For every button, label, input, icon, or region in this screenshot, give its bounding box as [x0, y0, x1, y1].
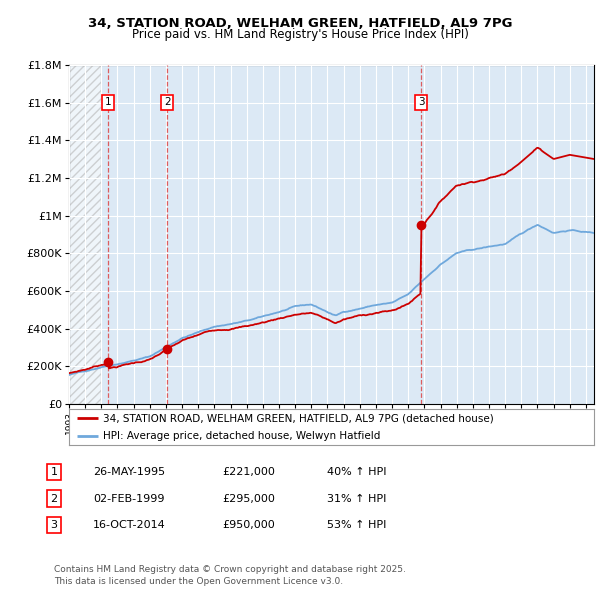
Text: 1: 1 [104, 97, 111, 107]
Text: 16-OCT-2014: 16-OCT-2014 [93, 520, 166, 530]
Text: 34, STATION ROAD, WELHAM GREEN, HATFIELD, AL9 7PG: 34, STATION ROAD, WELHAM GREEN, HATFIELD… [88, 17, 512, 30]
Text: 2: 2 [164, 97, 170, 107]
Text: 2: 2 [50, 494, 58, 503]
Text: 34, STATION ROAD, WELHAM GREEN, HATFIELD, AL9 7PG (detached house): 34, STATION ROAD, WELHAM GREEN, HATFIELD… [103, 413, 494, 423]
Text: 1: 1 [50, 467, 58, 477]
Text: Price paid vs. HM Land Registry's House Price Index (HPI): Price paid vs. HM Land Registry's House … [131, 28, 469, 41]
Text: £295,000: £295,000 [222, 494, 275, 503]
Text: £221,000: £221,000 [222, 467, 275, 477]
Text: Contains HM Land Registry data © Crown copyright and database right 2025.
This d: Contains HM Land Registry data © Crown c… [54, 565, 406, 586]
Text: 26-MAY-1995: 26-MAY-1995 [93, 467, 165, 477]
Bar [69, 65, 101, 404]
Text: HPI: Average price, detached house, Welwyn Hatfield: HPI: Average price, detached house, Welw… [103, 431, 380, 441]
Text: £950,000: £950,000 [222, 520, 275, 530]
Text: 3: 3 [418, 97, 424, 107]
Text: 31% ↑ HPI: 31% ↑ HPI [327, 494, 386, 503]
Text: 02-FEB-1999: 02-FEB-1999 [93, 494, 164, 503]
Text: 53% ↑ HPI: 53% ↑ HPI [327, 520, 386, 530]
Text: 40% ↑ HPI: 40% ↑ HPI [327, 467, 386, 477]
Text: 3: 3 [50, 520, 58, 530]
